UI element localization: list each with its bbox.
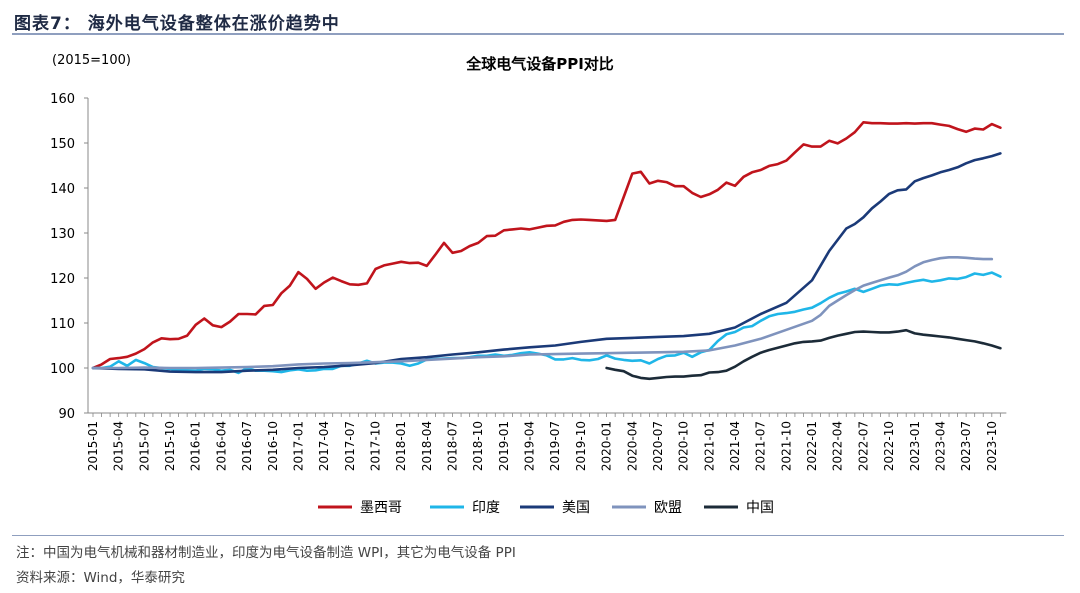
x-tick-label: 2020-10: [677, 421, 691, 471]
x-tick-label: 2016-01: [189, 421, 203, 471]
legend-label-墨西哥: 墨西哥: [360, 500, 402, 516]
x-tick-label: 2017-04: [317, 421, 331, 471]
y-tick-label: 140: [50, 182, 75, 197]
x-tick-label: 2017-10: [368, 421, 382, 471]
y-tick-label: 100: [50, 362, 75, 377]
x-tick-label: 2023-07: [959, 421, 973, 471]
figure-source: 资料来源：Wind，华泰研究: [16, 570, 185, 586]
y-tick-label: 130: [50, 227, 75, 242]
chart-subtitle: (2015=100): [52, 53, 131, 68]
figure-title: 图表7： 海外电气设备整体在涨价趋势中: [14, 14, 340, 34]
y-tick-label: 120: [50, 272, 75, 287]
x-tick-label: 2016-10: [266, 421, 280, 471]
x-tick-label: 2021-01: [702, 421, 716, 471]
series-line-中国: [605, 328, 1002, 381]
series-line-墨西哥: [91, 121, 1002, 370]
x-tick-label: 2020-01: [600, 421, 614, 471]
x-tick-label: 2015-10: [163, 421, 177, 471]
figure-header: 图表7： 海外电气设备整体在涨价趋势中: [12, 6, 1064, 35]
x-tick-label: 2021-07: [754, 421, 768, 471]
x-axis: 2015-01 2015-04 2015-07 2015-10 2016-01 2016-…: [86, 412, 1007, 471]
x-tick-label: 2023-01: [908, 421, 922, 471]
y-tick-label: 110: [50, 317, 75, 332]
x-tick-label: 2022-01: [805, 421, 819, 471]
y-axis: 90 100 110 120 130 140 150 160: [50, 92, 89, 422]
x-tick-label: 2018-04: [420, 421, 434, 471]
x-tick-label: 2022-07: [856, 421, 870, 471]
y-tick-label: 90: [58, 407, 75, 422]
y-tick-label: 160: [50, 92, 75, 107]
x-tick-label: 2020-04: [625, 421, 639, 471]
x-tick-label: 2022-04: [831, 421, 845, 471]
x-tick-label: 2020-07: [651, 421, 665, 471]
x-tick-label: 2021-04: [728, 421, 742, 471]
legend-label-欧盟: 欧盟: [654, 500, 682, 516]
y-tick-label: 150: [50, 137, 75, 152]
figure-note: 注：中国为电气机械和器材制造业，印度为电气设备制造 WPI，其它为电气设备 PP…: [16, 545, 516, 561]
x-tick-label: 2019-07: [548, 421, 562, 471]
x-tick-label: 2019-10: [574, 421, 588, 471]
legend: 墨西哥 印度 美国 欧盟 中国: [318, 500, 774, 516]
legend-label-美国: 美国: [562, 500, 590, 516]
x-tick-label: 2018-10: [471, 421, 485, 471]
x-tick-label: 2018-01: [394, 421, 408, 471]
x-tick-label: 2017-01: [291, 421, 305, 471]
x-tick-label: 2023-04: [933, 421, 947, 471]
x-tick-label: 2016-07: [240, 421, 254, 471]
series-layer: [91, 121, 1002, 381]
x-tick-label: 2019-01: [497, 421, 511, 471]
legend-label-印度: 印度: [472, 500, 500, 516]
x-tick-label: 2018-07: [446, 421, 460, 471]
legend-label-中国: 中国: [746, 500, 774, 516]
x-tick-label: 2015-07: [137, 421, 151, 471]
x-tick-label: 2022-10: [882, 421, 896, 471]
x-tick-label: 2015-04: [112, 421, 126, 471]
ppi-line-chart: 全球电气设备PPI对比 (2015=100) 90 100 110 120 130 140…: [50, 53, 1007, 516]
x-tick-label: 2016-04: [214, 421, 228, 471]
x-tick-label: 2017-07: [343, 421, 357, 471]
series-line-美国: [91, 152, 1002, 374]
series-line-欧盟: [91, 256, 994, 370]
chart-title: 全球电气设备PPI对比: [465, 55, 614, 73]
header-divider: [12, 33, 1064, 35]
x-tick-label: 2021-10: [779, 421, 793, 471]
x-tick-label: 2023-10: [985, 421, 999, 471]
x-tick-label: 2019-04: [523, 421, 537, 471]
footer-divider: [12, 535, 1064, 536]
x-tick-label: 2015-01: [86, 421, 100, 471]
